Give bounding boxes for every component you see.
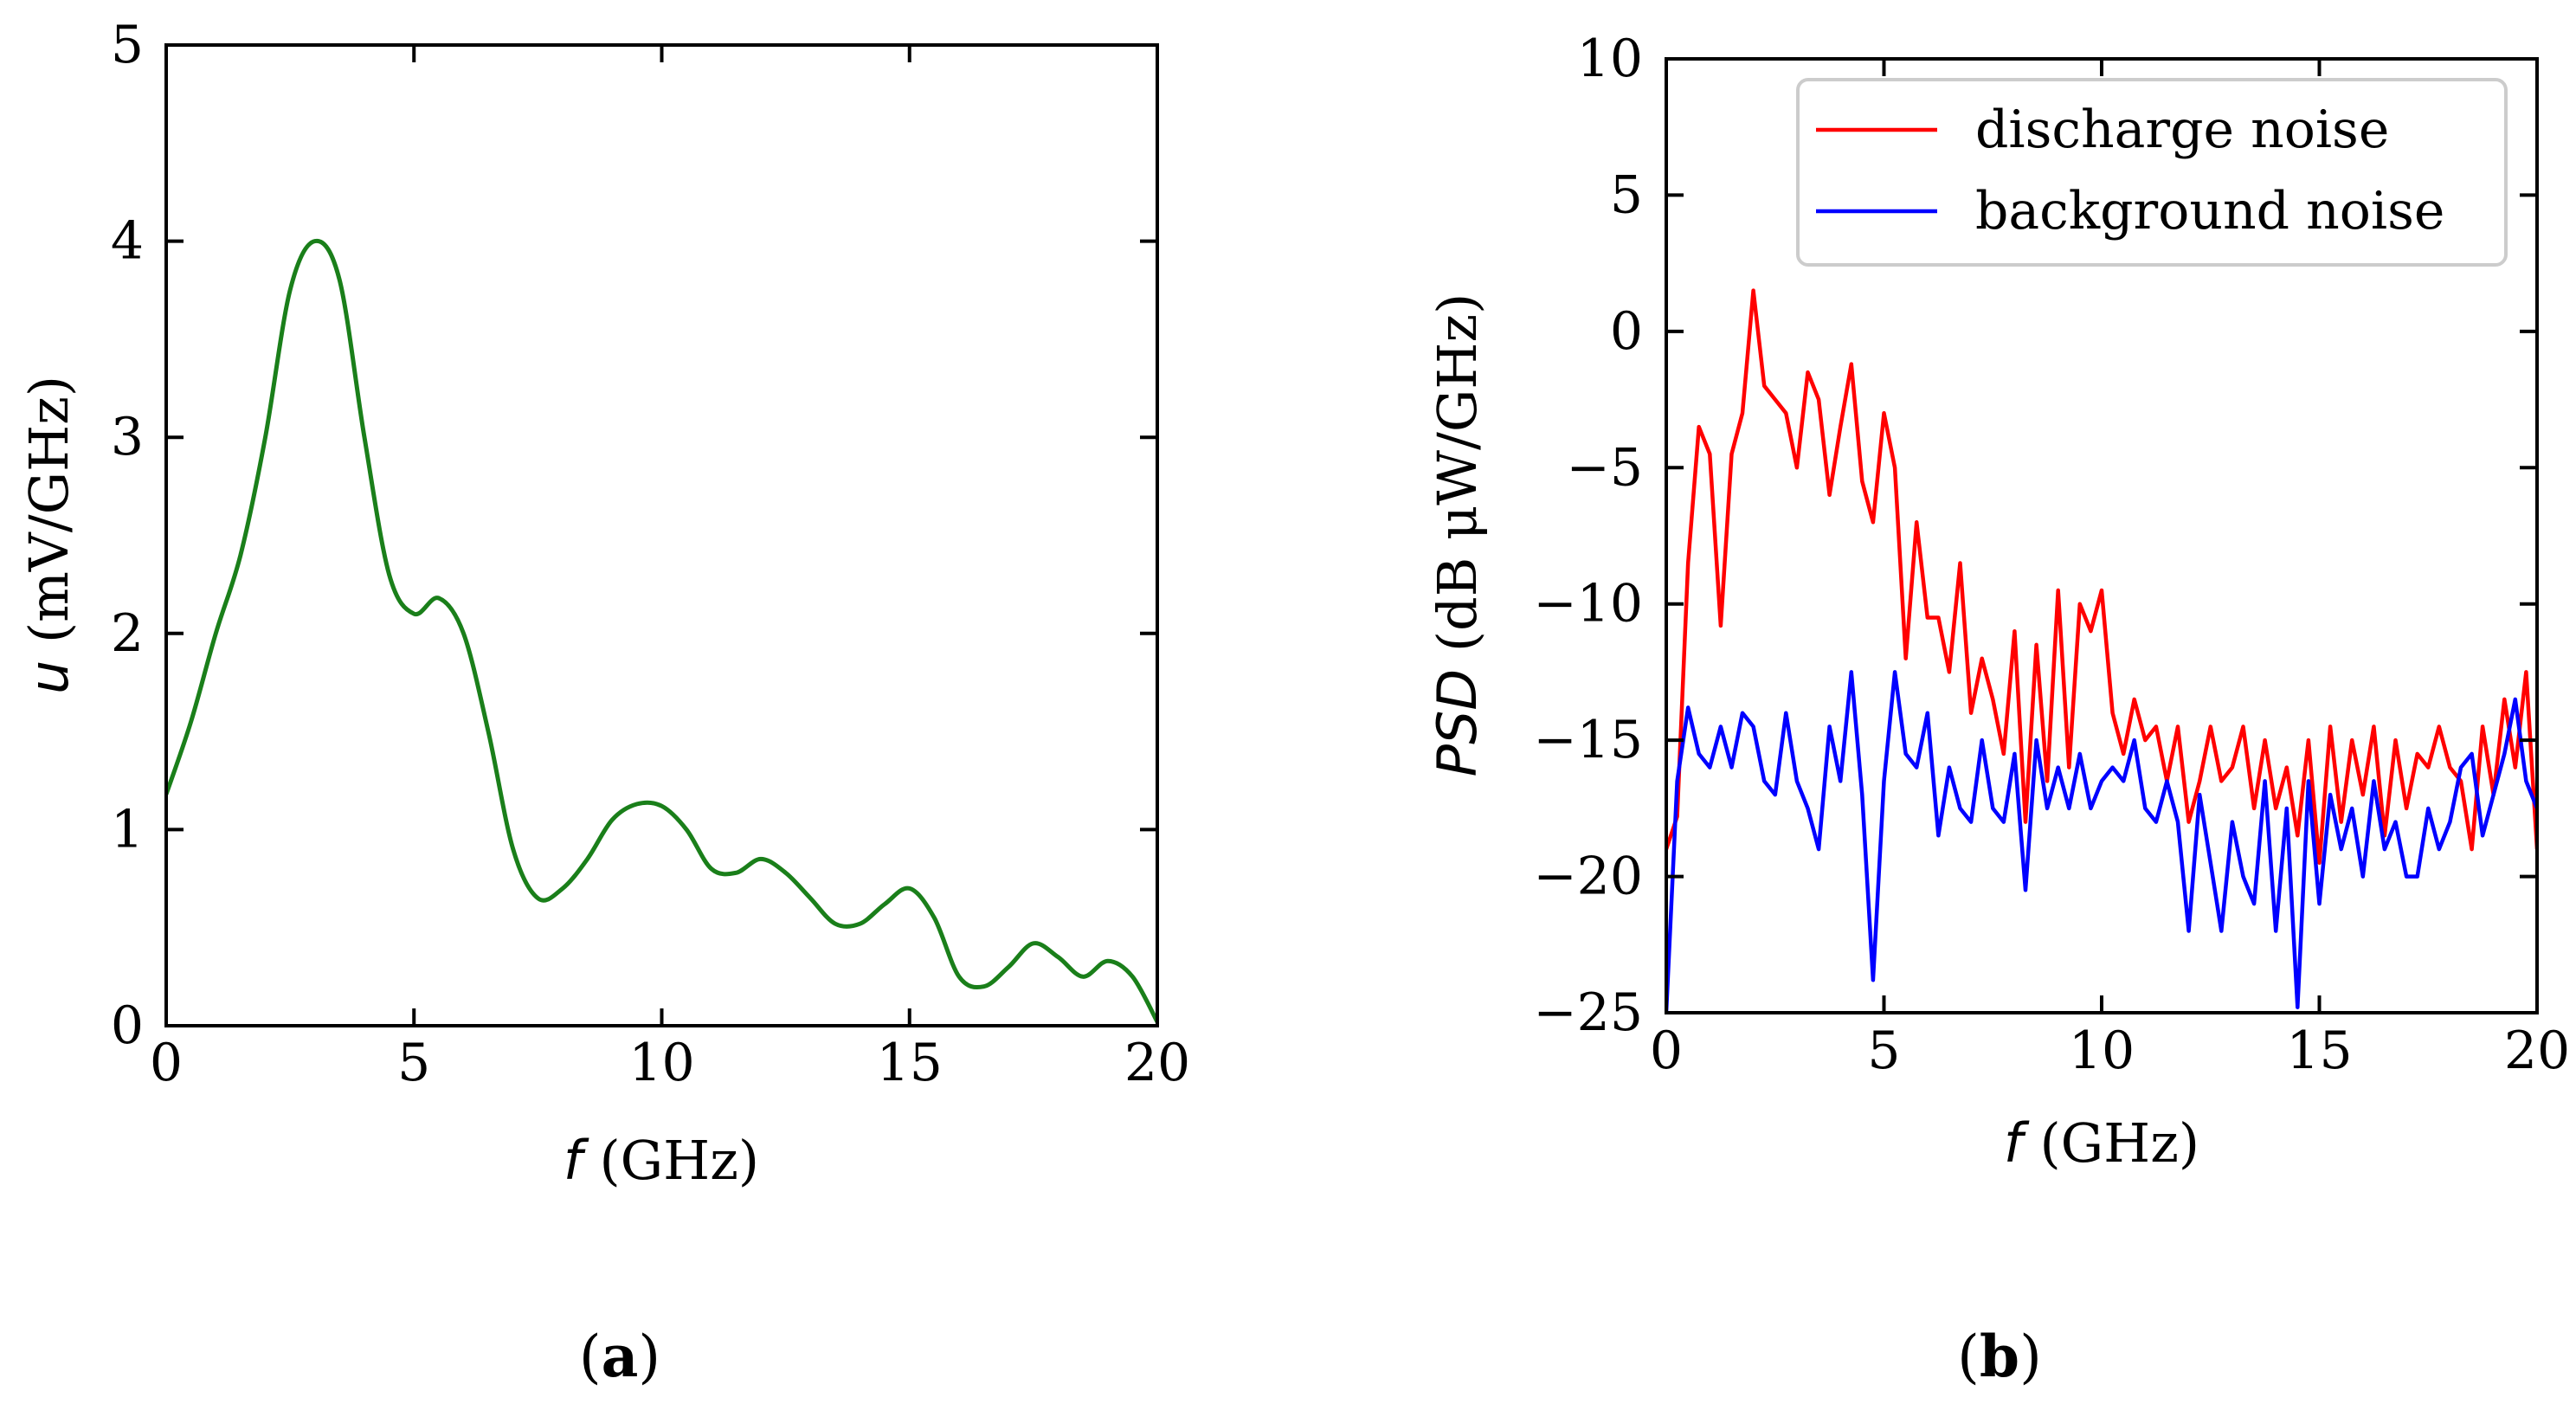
panel-b-ticks (1665, 57, 2539, 1014)
y-tick-label: 10 (1577, 29, 1643, 89)
x-tick-label: 15 (2286, 1021, 2352, 1081)
y-tick-label: 4 (111, 211, 144, 272)
y-tick-label: −5 (1567, 437, 1643, 498)
y-tick-label: 1 (111, 799, 144, 860)
panel-b-series-group (1666, 288, 2537, 1013)
series-line-u (166, 238, 1157, 1023)
x-tick-label: 20 (2504, 1021, 2570, 1081)
x-tick-label: 5 (397, 1033, 430, 1093)
y-tick-label: 5 (1610, 164, 1643, 225)
panel-a-data-layer (166, 238, 1157, 1023)
y-tick-label: 3 (111, 407, 144, 467)
x-tick-label: 0 (150, 1033, 183, 1093)
panel-b-tick-labels: 0 5 10 15 20 −25 −20 −15 −10 −5 0 5 10 (1533, 29, 2570, 1081)
panel-a-series-group (166, 238, 1157, 1023)
panel-a-tick-labels: 0 5 10 15 20 0 1 2 3 4 5 (111, 15, 1190, 1093)
y-tick-label: 2 (111, 603, 144, 664)
legend-frame (1796, 78, 2508, 267)
y-tick-label: −20 (1533, 847, 1643, 907)
panel-b-data-layer (1666, 288, 2537, 1013)
series-line-background-noise (1666, 670, 2537, 1013)
x-tick-label: 0 (1650, 1021, 1683, 1081)
legend-label-background-noise: background noise (1975, 181, 2444, 242)
x-tick-label: 10 (628, 1033, 694, 1093)
panel-b-legend: discharge noise background noise (1796, 78, 2508, 267)
x-tick-label: 20 (1124, 1033, 1190, 1093)
panel-b-x-axis-label: f (GHz) (2004, 1111, 2199, 1175)
panel-b-caption: (b) (1957, 1323, 2042, 1390)
panel-a-ticks (164, 43, 1159, 1027)
y-tick-label: 0 (1610, 301, 1643, 362)
panel-a: 0 5 10 15 20 0 1 2 3 4 5 f (GHz) u (mV/GHz) (a) (17, 15, 1190, 1390)
y-tick-label: 5 (111, 15, 144, 75)
legend-label-discharge-noise: discharge noise (1975, 100, 2389, 160)
x-tick-label: 15 (877, 1033, 943, 1093)
panel-a-y-axis-label: u (mV/GHz) (17, 376, 80, 694)
series-line-discharge-noise (1666, 288, 2537, 866)
panel-a-caption: (a) (579, 1323, 660, 1390)
y-tick-label: −15 (1533, 710, 1643, 770)
x-tick-label: 10 (2069, 1021, 2135, 1081)
panel-a-x-axis-label: f (GHz) (564, 1129, 759, 1192)
panel-b: 0 5 10 15 20 −25 −20 −15 −10 −5 0 5 10 f (GHz) PSD (… (1426, 29, 2570, 1390)
y-tick-label: −25 (1533, 982, 1643, 1043)
y-tick-label: −10 (1533, 574, 1643, 634)
x-tick-label: 5 (1867, 1021, 1900, 1081)
panel-b-y-axis-label: PSD (dB μW/GHz) (1426, 293, 1489, 777)
y-tick-label: 0 (111, 995, 144, 1056)
